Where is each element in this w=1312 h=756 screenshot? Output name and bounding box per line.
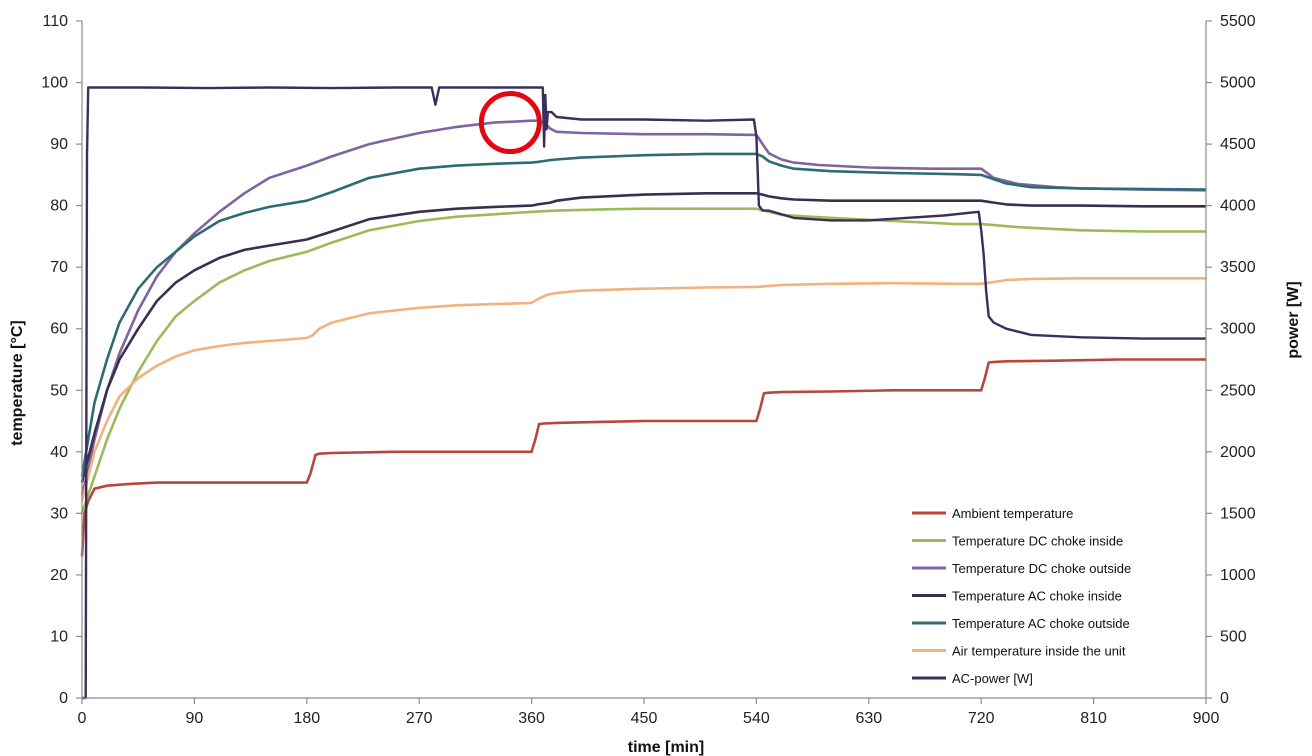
x-tick-label: 540 [743, 710, 770, 727]
left-y-tick-label: 90 [50, 136, 68, 153]
legend-label: AC-power [W] [952, 671, 1033, 686]
x-tick-label: 450 [631, 710, 658, 727]
right-y-tick-label: 2000 [1220, 444, 1256, 461]
x-tick-label: 810 [1080, 710, 1107, 727]
plot-series-group [80, 86, 1207, 700]
right-y-tick-label: 1000 [1220, 567, 1256, 584]
tick-group: 0 10 20 30 40 50 60 70 80 90 100 110 0 500 1000 1500 200… [41, 13, 1255, 727]
right-y-tick-label: 2500 [1220, 382, 1256, 399]
left-y-tick-label: 40 [50, 444, 68, 461]
left-y-tick-label: 50 [50, 382, 68, 399]
right-y-tick-label: 0 [1220, 690, 1229, 707]
legend-label: Temperature AC choke inside [952, 589, 1122, 604]
right-y-tick-label: 3500 [1220, 259, 1256, 276]
legend-label: Ambient temperature [952, 506, 1073, 521]
series-line-7 [82, 86, 1206, 700]
x-tick-label: 90 [186, 710, 204, 727]
left-y-tick-label: 70 [50, 259, 68, 276]
left-y-tick-label: 60 [50, 321, 68, 338]
highlight-circle-annotation [478, 91, 542, 155]
x-tick-label: 180 [293, 710, 320, 727]
right-y-tick-label: 4500 [1220, 136, 1256, 153]
series-line-6 [80, 276, 1206, 502]
left-y-tick-label: 30 [50, 505, 68, 522]
x-tick-label: 270 [406, 710, 433, 727]
left-y-tick-label: 0 [59, 690, 68, 707]
series-line-3 [80, 119, 1207, 496]
right-y-tick-label: 5500 [1220, 13, 1256, 30]
x-axis-title: time [min] [628, 739, 704, 756]
right-y-tick-label: 5000 [1220, 75, 1256, 92]
legend-label: Air temperature inside the unit [952, 644, 1126, 659]
series-line-2 [80, 207, 1206, 514]
left-y-tick-label: 110 [42, 13, 68, 30]
legend: Ambient temperature Temperature DC choke … [912, 506, 1131, 686]
series-line-1 [80, 358, 1206, 557]
series-line-5 [80, 152, 1207, 477]
right-y-tick-label: 1500 [1220, 505, 1256, 522]
legend-label: Temperature AC choke outside [952, 616, 1130, 631]
left-y-tick-label: 10 [50, 628, 68, 645]
x-tick-label: 720 [968, 710, 995, 727]
left-y-tick-label: 20 [50, 567, 68, 584]
legend-label: Temperature DC choke inside [952, 534, 1123, 549]
legend-label: Temperature DC choke outside [952, 561, 1131, 576]
left-y-tick-label: 80 [50, 198, 68, 215]
right-y-tick-label: 3000 [1220, 321, 1256, 338]
left-y-tick-label: 100 [41, 75, 68, 92]
x-tick-label: 0 [78, 710, 87, 727]
x-tick-label: 900 [1193, 710, 1220, 727]
x-tick-label: 360 [518, 710, 545, 727]
right-y-axis-title: power [W] [1285, 281, 1302, 358]
right-y-tick-label: 4000 [1220, 198, 1256, 215]
series-line-4 [80, 192, 1206, 483]
x-tick-label: 630 [855, 710, 882, 727]
right-y-tick-label: 500 [1220, 628, 1247, 645]
left-y-axis-title: temperature [°C] [9, 320, 26, 446]
